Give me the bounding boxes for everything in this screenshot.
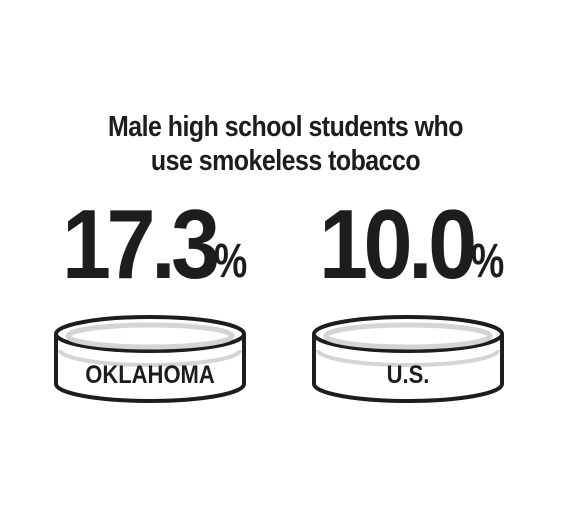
oklahoma-tin: OKLAHOMA [50, 314, 250, 406]
tobacco-tin-icon [54, 315, 246, 403]
us-stat-unit: % [471, 235, 505, 288]
oklahoma-stat-value: 17.3 [62, 189, 220, 299]
tobacco-tin-icon [312, 315, 504, 403]
oklahoma-stat: 17.3 % [62, 189, 247, 299]
us-label: U.S. [386, 361, 430, 389]
us-stat-value: 10.0 [319, 189, 477, 299]
oklahoma-label: OKLAHOMA [85, 361, 215, 389]
us-tin: U.S. [308, 314, 508, 406]
headline-line-2: use smokeless tobacco [150, 145, 421, 177]
headline-line-1: Male high school students who [107, 111, 464, 143]
us-stat: 10.0 % [319, 189, 504, 299]
headline: Male high school students who use smokel… [40, 110, 531, 178]
oklahoma-stat-unit: % [214, 235, 248, 288]
